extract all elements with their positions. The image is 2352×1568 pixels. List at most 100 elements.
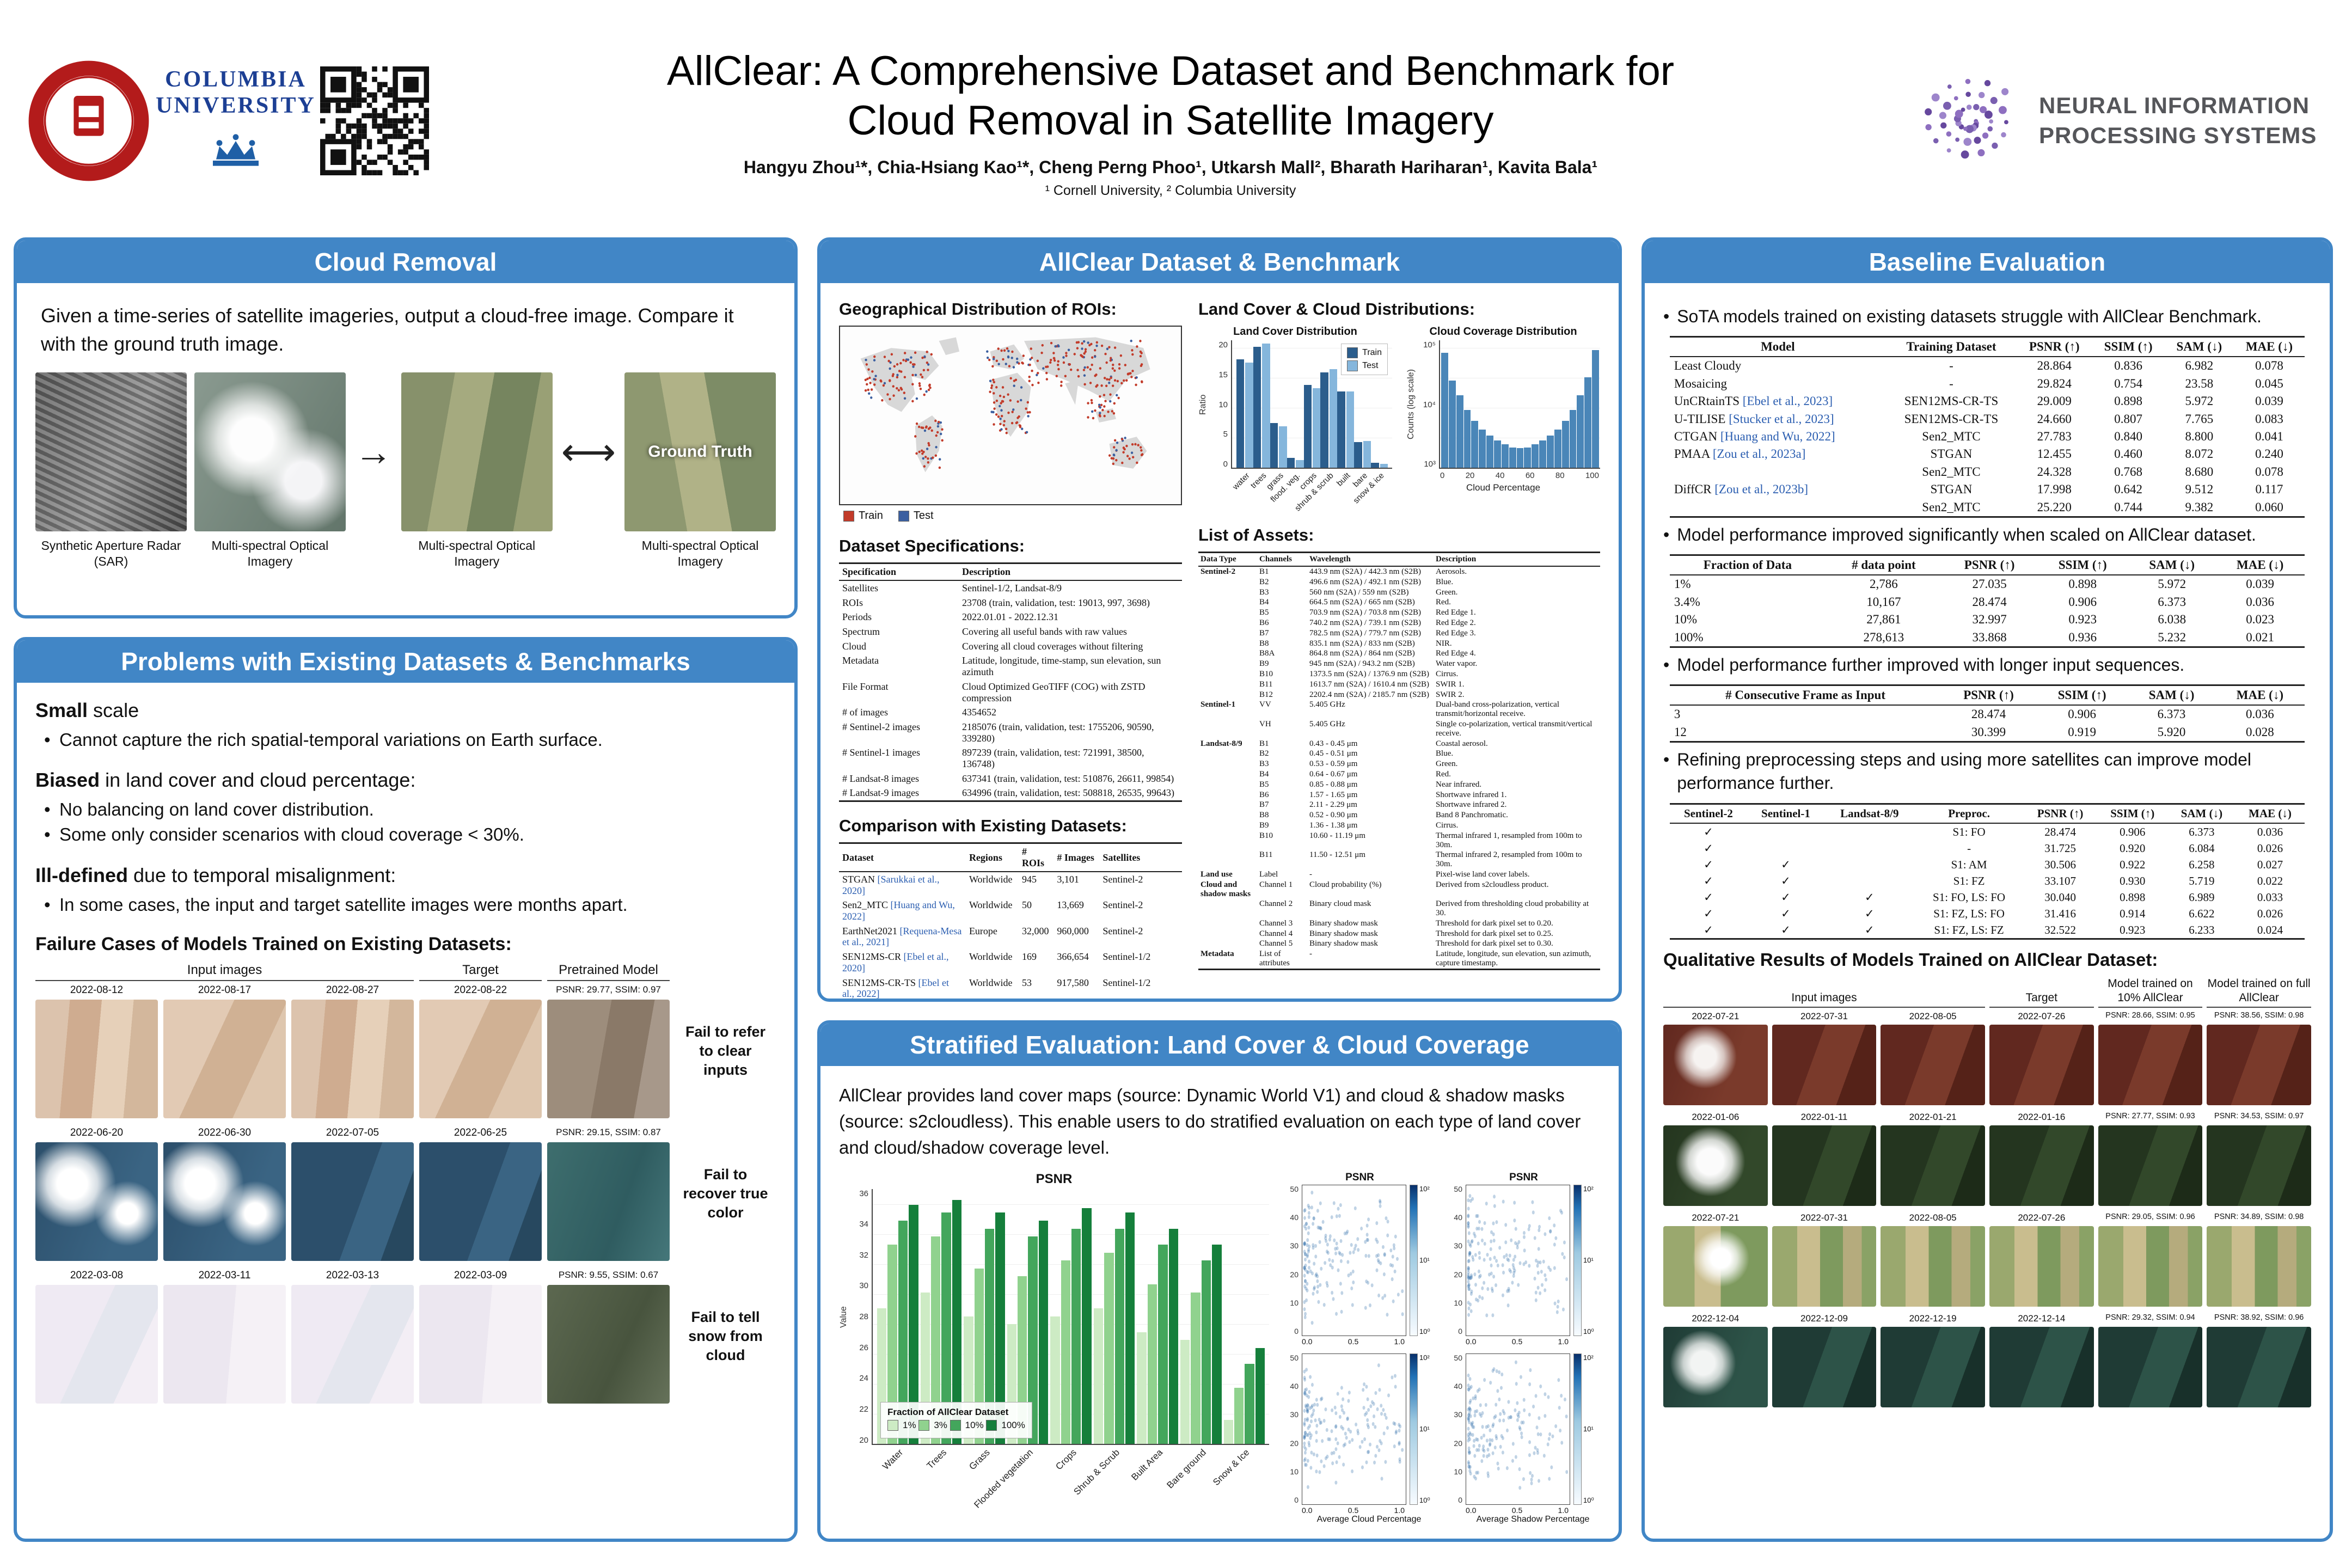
section-header-cloud-removal: Cloud Removal bbox=[17, 241, 794, 283]
y-tick: 20 bbox=[1218, 340, 1228, 350]
spec-name: # Landsat-9 images bbox=[839, 786, 959, 803]
image-date: 2022-03-08 bbox=[70, 1269, 124, 1281]
asset-description: Red Edge 4. bbox=[1436, 649, 1476, 658]
baseline-bullet-4: • Refining preprocessing steps and using … bbox=[1663, 750, 2251, 793]
table-header-cell: MAE (↓) bbox=[2233, 336, 2305, 358]
image-date: 2022-08-12 bbox=[70, 984, 124, 996]
asset-channel: B1 bbox=[1259, 567, 1269, 576]
asset-type bbox=[1198, 608, 1257, 618]
dataset-name: STGAN [Sarukkai et al., 2020] bbox=[842, 874, 940, 896]
baseline-box: Baseline Evaluation • SoTA models trained… bbox=[1641, 237, 2333, 1542]
image-date: 2022-12-04 bbox=[1692, 1313, 1739, 1324]
table-row: Periods 2022.01.01 - 2022.12.31 bbox=[839, 610, 1182, 624]
problem-bullet: Cannot capture the rich spatial-temporal… bbox=[35, 727, 776, 752]
spec-name: # Landsat-8 images bbox=[842, 773, 919, 784]
asset-description: Red Edge 1. bbox=[1436, 608, 1476, 617]
asset-channel: B1 bbox=[1259, 739, 1269, 748]
model-name: Mosaicing bbox=[1674, 376, 1728, 390]
y-axis-label: Counts (log scale) bbox=[1406, 369, 1416, 440]
qualitative-row: 2022-07-21 2022-07-31 2022-08-05 bbox=[1663, 1011, 2311, 1105]
image-date: 2022-12-19 bbox=[1909, 1313, 1957, 1324]
asset-wavelength: 496.6 nm (S2A) / 492.1 nm (S2B) bbox=[1309, 577, 1422, 586]
table-header-cell: SSIM (↑) bbox=[2037, 554, 2129, 576]
asset-wavelength: 0.45 - 0.51 μm bbox=[1309, 749, 1358, 758]
table-header-cell: PSNR (↑) bbox=[1941, 684, 2036, 706]
asset-type bbox=[1198, 639, 1257, 649]
satellite-image bbox=[35, 999, 158, 1118]
image-date: 2022-07-21 bbox=[1692, 1212, 1739, 1223]
table-row: ✓ ✓ ✓ S1: FZ, LS: FZ 32.522 0.923 6.233 … bbox=[1669, 922, 2305, 940]
y-tick: 26 bbox=[859, 1343, 868, 1352]
cornell-logo bbox=[28, 60, 149, 181]
col-header-model: Pretrained Model bbox=[547, 963, 670, 981]
satellite-image bbox=[2207, 1125, 2311, 1206]
problem-item: Biased in land cover and cloud percentag… bbox=[35, 769, 776, 848]
model-output-cell: PSNR: 9.55, SSIM: 0.67 bbox=[547, 1270, 670, 1404]
table-header-cell: Specification bbox=[839, 562, 959, 581]
asset-type: Cloud and shadow masks bbox=[1200, 880, 1251, 898]
problem-heading: Small scale bbox=[35, 699, 139, 721]
x-tick: 100 bbox=[1585, 471, 1599, 480]
table-row: B2 496.6 nm (S2A) / 492.1 nm (S2B) Blue. bbox=[1198, 577, 1600, 587]
x-tick: 0.5 bbox=[1347, 1337, 1359, 1346]
comparison-table: Dataset Regions # ROIs # Images Satellites S… bbox=[839, 842, 1182, 999]
table-row: Sen2_MTC 24.328 0.768 8.680 0.078 bbox=[1670, 463, 2305, 481]
table-row: 3.4% 10,167 28.474 0.906 6.373 0.036 bbox=[1674, 595, 2274, 609]
legend-item: 10% bbox=[950, 1419, 984, 1431]
image-date: 2022-07-31 bbox=[1800, 1212, 1848, 1223]
y-tick: 10³ bbox=[1424, 460, 1436, 469]
model-name: UnCRtainTS [Ebel et al., 2023] bbox=[1674, 394, 1833, 408]
image-date: 2022-06-20 bbox=[70, 1126, 124, 1138]
psnr-ssim-label: PSNR: 34.53, SSIM: 0.97 bbox=[2214, 1111, 2304, 1120]
asset-type bbox=[1198, 577, 1257, 587]
asset-wavelength: - bbox=[1309, 869, 1312, 879]
asset-description: Band 8 Panchromatic. bbox=[1436, 811, 1508, 820]
table-header-cell: SSIM (↑) bbox=[2092, 336, 2165, 358]
asset-description: Latitude, longitude, sun elevation, sun … bbox=[1434, 949, 1600, 970]
table-row: B8A 864.8 nm (S2A) / 864 nm (S2B) Red Ed… bbox=[1198, 648, 1600, 659]
y-tick: 30 bbox=[1290, 1241, 1298, 1251]
input-image-cell: 2022-01-21 bbox=[1881, 1112, 1985, 1206]
satellite-image bbox=[1881, 1125, 1985, 1206]
asset-description: Red. bbox=[1436, 769, 1451, 779]
asset-wavelength: 703.9 nm (S2A) / 703.8 nm (S2B) bbox=[1309, 608, 1422, 617]
table-row: B10 1373.5 nm (S2A) / 1376.9 nm (S2B) Ci… bbox=[1198, 669, 1600, 679]
x-tick: 1.0 bbox=[1558, 1505, 1569, 1515]
chart-title: PSNR bbox=[1509, 1171, 1538, 1183]
table-header-cell: PSNR (↑) bbox=[2017, 336, 2092, 358]
image-date: 2022-01-06 bbox=[1692, 1111, 1739, 1122]
table-row: B5 703.9 nm (S2A) / 703.8 nm (S2B) Red E… bbox=[1198, 608, 1600, 618]
table-header-cell: Model bbox=[1669, 336, 1886, 358]
y-axis-label: Value bbox=[839, 1306, 848, 1328]
columbia-wordmark: COLUMBIA UNIVERSITY bbox=[156, 66, 316, 118]
asset-channel: B3 bbox=[1259, 759, 1269, 769]
asset-channel: B5 bbox=[1259, 608, 1269, 617]
dist-heading: Land Cover & Cloud Distributions: bbox=[1198, 299, 1475, 318]
model-10pct-cell: PSNR: 29.05, SSIM: 0.96 bbox=[2098, 1212, 2203, 1307]
pipeline-sar: Synthetic Aperture Radar (SAR) bbox=[35, 372, 187, 569]
baseline-body: • SoTA models trained on existing dataset… bbox=[1645, 283, 2330, 1539]
legend-item: 1% bbox=[887, 1419, 916, 1431]
y-tick: 50 bbox=[1290, 1353, 1298, 1362]
colorbar bbox=[1573, 1353, 1582, 1505]
asset-channel: B4 bbox=[1259, 769, 1269, 779]
preprocessing-table: Sentinel-2 Sentinel-1 Landsat-8/9 Preproc. P… bbox=[1669, 803, 2305, 940]
target-image-cell: 2022-03-09 bbox=[419, 1270, 542, 1404]
input-image-cell: 2022-07-21 bbox=[1663, 1011, 1768, 1105]
asset-type bbox=[1198, 648, 1257, 659]
asset-wavelength: 664.5 nm (S2A) / 665 nm (S2B) bbox=[1309, 598, 1415, 607]
qualitative-col-headers: Input images Target Model trained on 10%… bbox=[1663, 977, 2311, 1008]
table-row: B9 1.36 - 1.38 μm Cirrus. bbox=[1198, 820, 1600, 831]
model-full-cell: PSNR: 38.92, SSIM: 0.96 bbox=[2207, 1313, 2311, 1407]
y-tick: 20 bbox=[1290, 1438, 1298, 1448]
col-header-inputs: Input images bbox=[35, 963, 414, 981]
table-row: Spectrum Covering all useful bands with … bbox=[839, 624, 1182, 639]
satellite-image bbox=[2207, 1024, 2311, 1105]
asset-description: Red Edge 2. bbox=[1436, 618, 1476, 627]
asset-description: SWIR 1. bbox=[1436, 679, 1465, 689]
asset-type bbox=[1198, 918, 1257, 929]
table-row: B4 0.64 - 0.67 μm Red. bbox=[1198, 769, 1600, 780]
spec-name: Metadata bbox=[842, 655, 879, 666]
asset-type bbox=[1198, 628, 1257, 639]
roi-world-map bbox=[839, 326, 1182, 505]
